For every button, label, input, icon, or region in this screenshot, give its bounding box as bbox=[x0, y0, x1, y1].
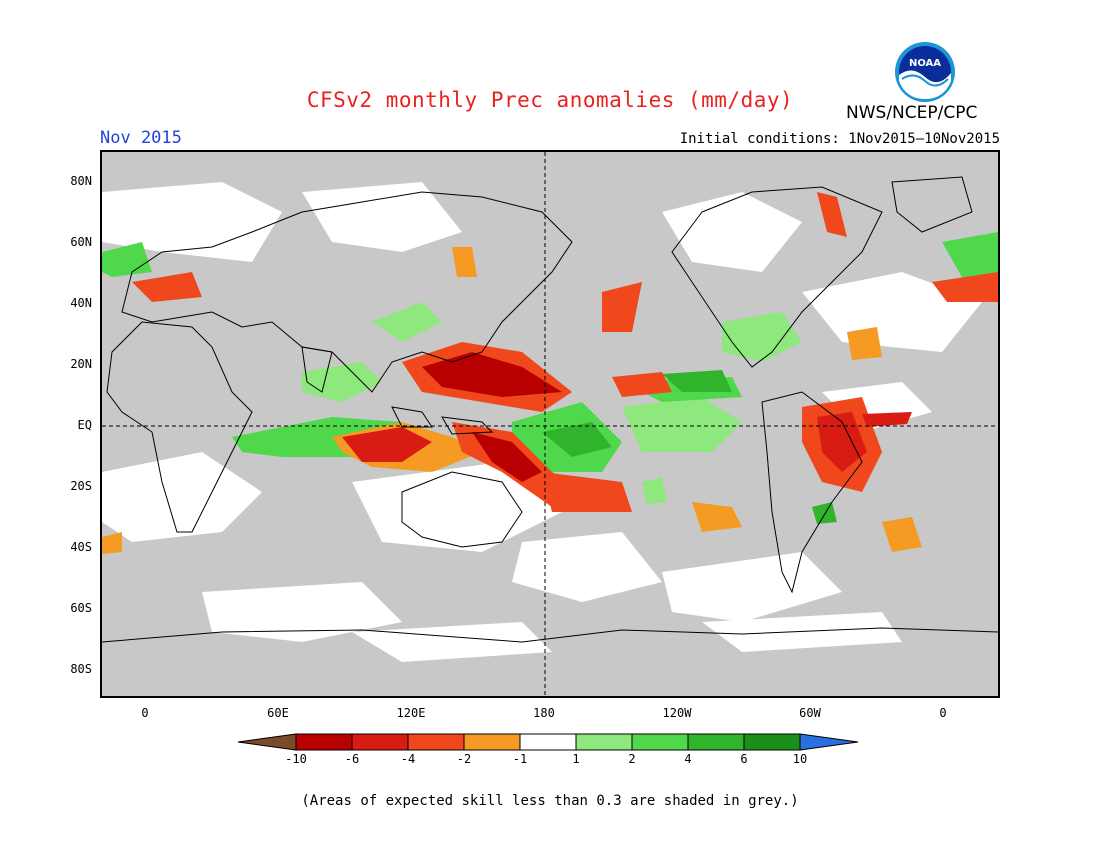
map-panel bbox=[100, 150, 1000, 698]
lon-label: 120E bbox=[396, 706, 426, 720]
lat-label: 60S bbox=[70, 601, 92, 615]
lon-label: 120W bbox=[662, 706, 692, 720]
colorbar-segment bbox=[463, 733, 521, 751]
colorbar-tick-label: -10 bbox=[285, 752, 307, 766]
colorbar-segment bbox=[238, 733, 297, 751]
lat-label: 20N bbox=[70, 357, 92, 371]
dry-anomaly-regions bbox=[102, 192, 998, 554]
colorbar-tick-label: 6 bbox=[740, 752, 748, 766]
colorbar-segment bbox=[519, 733, 577, 751]
colorbar-tick-label: 4 bbox=[684, 752, 692, 766]
colorbar-segment bbox=[743, 733, 801, 751]
colorbar-segment bbox=[351, 733, 409, 751]
colorbar-segment bbox=[575, 733, 633, 751]
lon-label: 60W bbox=[799, 706, 821, 720]
skill-note: (Areas of expected skill less than 0.3 a… bbox=[301, 793, 799, 809]
colorbar-segment bbox=[799, 733, 859, 751]
colorbar-tick-label: -2 bbox=[456, 752, 472, 766]
lon-label: 0 bbox=[939, 706, 947, 720]
noaa-logo-icon: NOAA bbox=[895, 42, 955, 102]
colorbar-tick-label: 10 bbox=[792, 752, 808, 766]
colorbar-segment bbox=[295, 733, 353, 751]
lat-label: EQ bbox=[77, 418, 92, 432]
lat-label: 80S bbox=[70, 662, 92, 676]
colorbar-segment bbox=[631, 733, 689, 751]
chart-title: CFSv2 monthly Prec anomalies (mm/day) bbox=[306, 88, 794, 112]
colorbar-segment bbox=[407, 733, 465, 751]
lat-label: 40N bbox=[70, 296, 92, 310]
agency-label: NWS/NCEP/CPC bbox=[846, 103, 978, 123]
lon-label: 60E bbox=[267, 706, 289, 720]
colorbar-tick-label: -1 bbox=[512, 752, 528, 766]
lat-label: 60N bbox=[70, 235, 92, 249]
lat-label: 80N bbox=[70, 174, 92, 188]
lat-label: 20S bbox=[70, 479, 92, 493]
coastlines bbox=[102, 176, 998, 643]
lon-label: 180 bbox=[533, 706, 555, 720]
lat-label: 40S bbox=[70, 540, 92, 554]
colorbar-tick-label: -6 bbox=[344, 752, 360, 766]
logo-text: NOAA bbox=[909, 58, 941, 69]
lon-label: 0 bbox=[141, 706, 149, 720]
forecast-month: Nov 2015 bbox=[100, 128, 182, 148]
colorbar-tick-label: -4 bbox=[400, 752, 416, 766]
colorbar bbox=[238, 733, 859, 751]
colorbar-segment bbox=[687, 733, 745, 751]
colorbar-tick-label: 1 bbox=[572, 752, 580, 766]
colorbar-tick-label: 2 bbox=[628, 752, 636, 766]
precip-anomaly-map bbox=[102, 152, 998, 696]
initial-conditions: Initial conditions: 1Nov2015—10Nov2015 bbox=[679, 131, 1000, 147]
